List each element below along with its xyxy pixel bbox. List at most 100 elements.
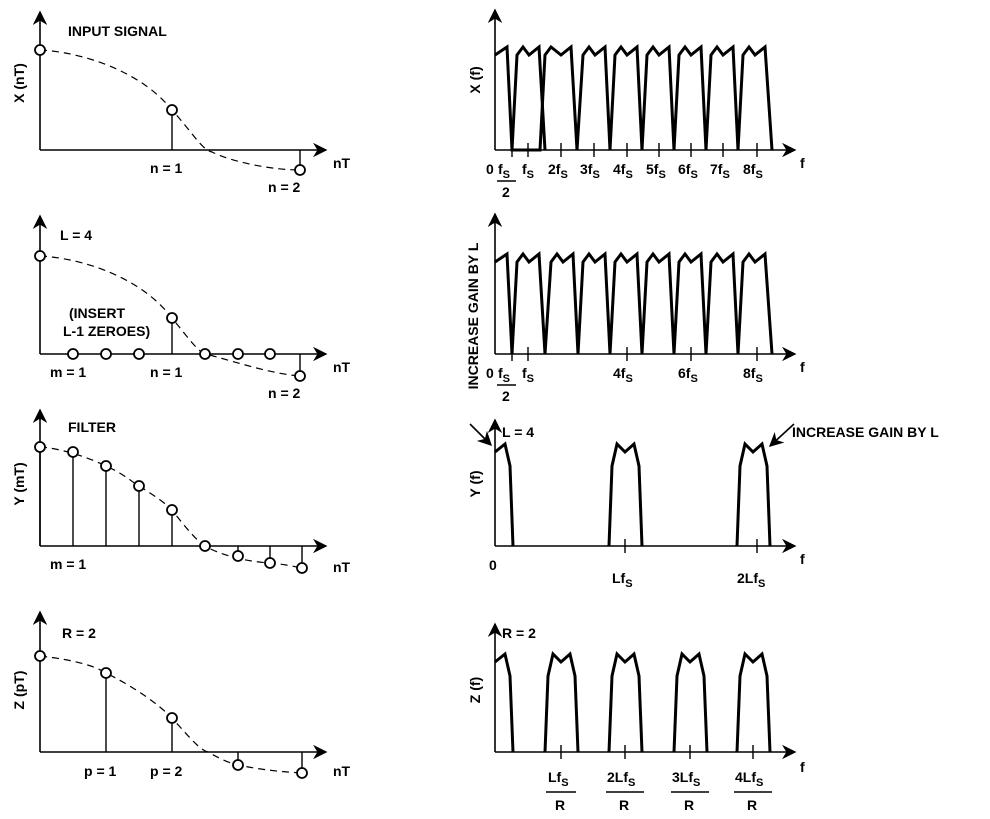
filter-panel: FILTER Y (mT) nT m = 1 — [11, 408, 351, 575]
p2-l-label: L = 4 — [60, 227, 92, 243]
p4-x-label: nT — [333, 763, 351, 779]
p2-zero-2 — [100, 348, 112, 360]
p3-sample-7 — [264, 557, 276, 569]
p2-x-label: nT — [333, 359, 351, 375]
s2-side-label: INCREASE GAIN BY L — [465, 242, 481, 389]
s1-zero: 0 — [486, 161, 494, 177]
s3-lfs-lobe — [607, 441, 644, 547]
s3-y-label: Y (f) — [467, 471, 483, 498]
p2-label-n2: n = 2 — [268, 385, 301, 401]
spectrum-stuffed-panel: INCREASE GAIN BY L f 0 fS 2 fS 4fS 6fS 8… — [465, 212, 805, 404]
p1-envelope-curve — [39, 49, 301, 171]
p4-sample-3 — [232, 759, 244, 771]
s2-half-den: 2 — [502, 388, 510, 404]
p4-r-label: R = 2 — [62, 625, 96, 641]
p2-insert-line1: (INSERT — [69, 305, 125, 321]
p1-y-label: X (nT) — [11, 63, 27, 103]
s4-x-label: f — [800, 759, 805, 775]
s3-gain-arrow-right — [768, 423, 795, 447]
decimate-panel: R = 2 Z (pT) nT p = 1 p = 2 — [11, 610, 351, 779]
s1-tick-label-7: 8fS — [743, 161, 763, 181]
s4-tick-label-3: 3LfS — [672, 769, 700, 789]
s4-lobe-2 — [607, 651, 644, 753]
p3-sample-2 — [100, 460, 112, 472]
s1-tick-label-3: 4fS — [613, 161, 633, 181]
s4-y-label: Z (f) — [467, 677, 483, 703]
s4-r-label: R = 2 — [502, 625, 536, 641]
s1-tick-label-2: 3fS — [580, 161, 600, 181]
p2-sample-0 — [34, 250, 46, 262]
p3-sample-8 — [296, 562, 308, 574]
s2-x-label: f — [800, 359, 805, 375]
p1-sample-1 — [166, 104, 178, 116]
s4-lobe-4 — [735, 651, 772, 753]
s4-lobe-0 — [494, 651, 515, 753]
s3-2lfs-lobe — [735, 441, 772, 547]
p2-envelope-curve — [39, 255, 301, 377]
p3-sample-0 — [34, 441, 46, 453]
p1-label-n1: n = 1 — [150, 160, 183, 176]
p1-x-label: nT — [333, 155, 351, 171]
s1-y-label: X (f) — [467, 66, 483, 93]
p2-label-m1: m = 1 — [50, 364, 86, 380]
s1-half-den: 2 — [502, 184, 510, 200]
p3-y-label: Y (mT) — [11, 462, 27, 505]
s3-x-label: f — [800, 551, 805, 567]
s2-zero: 0 — [486, 365, 494, 381]
p2-zero-6 — [264, 348, 276, 360]
s2-tick-label-fs: fS — [522, 365, 534, 385]
p2-label-n1: n = 1 — [150, 364, 183, 380]
p4-sample-4 — [296, 767, 308, 779]
p4-label-p2: p = 2 — [150, 763, 183, 779]
p2-sample-1 — [166, 312, 178, 324]
p3-sample-6 — [232, 550, 244, 562]
s3-2lfs-label: 2LfS — [737, 570, 765, 590]
s4-tick-label-2: 2LfS — [607, 769, 635, 789]
s1-tick-label-5: 6fS — [678, 161, 698, 181]
s1-tick-label-1: 2fS — [548, 161, 568, 181]
s3-l-label: L = 4 — [502, 424, 534, 440]
s1-tick-label-0: fS — [522, 161, 534, 181]
s2-half-num: fS — [498, 365, 510, 385]
p3-title: FILTER — [68, 419, 116, 435]
s2-spectrum-trace — [494, 250, 774, 355]
s1-first-image-fix — [510, 44, 547, 151]
s4-den-3: R — [684, 797, 694, 813]
spectrum-z-panel: Z (f) f R = 2 LfS R 2LfS R 3LfS R 4LfS R — [467, 622, 805, 813]
p2-zero-3 — [133, 348, 145, 360]
p3-x-label: nT — [333, 559, 351, 575]
p2-zero-4 — [199, 348, 211, 360]
p1-sample-0 — [34, 44, 46, 56]
s4-lobe-1 — [543, 651, 580, 753]
s1-half-num: fS — [498, 161, 510, 181]
s1-x-label: f — [800, 155, 805, 171]
s2-tick-label-8fs: 8fS — [743, 365, 763, 385]
s3-gain-label: INCREASE GAIN BY L — [792, 424, 939, 440]
s3-baseband-lobe — [494, 441, 515, 547]
p1-label-n2: n = 2 — [268, 179, 301, 195]
p2-zero-1 — [67, 348, 79, 360]
p2-sample-2 — [294, 370, 306, 382]
p1-title: INPUT SIGNAL — [68, 23, 167, 39]
zero-stuffing-panel: L = 4 (INSERT L-1 ZEROES) nT m = 1 n = 1… — [32, 214, 351, 401]
s2-tick-label-6fs: 6fS — [678, 365, 698, 385]
p3-sample-3 — [133, 480, 145, 492]
p4-y-label: Z (pT) — [11, 671, 27, 710]
s4-tick-label-4: 4LfS — [735, 769, 763, 789]
input-signal-panel: INPUT SIGNAL X (nT) nT n = 1 n = 2 — [11, 10, 351, 195]
s3-zero: 0 — [489, 557, 497, 573]
p4-label-p1: p = 1 — [84, 763, 117, 779]
s1-tick-label-6: 7fS — [710, 161, 730, 181]
s3-gain-arrow-left — [469, 423, 493, 447]
p1-sample-2 — [294, 164, 306, 176]
s4-den-1: R — [555, 797, 565, 813]
p3-sample-1 — [67, 446, 79, 458]
p3-label-m1: m = 1 — [50, 556, 86, 572]
p4-sample-1 — [100, 667, 112, 679]
spectrum-x-panel: X (f) f 0 fS 2 fS 2fS 3fS 4fS 5fS 6fS 7f… — [467, 8, 805, 200]
s4-lobe-3 — [672, 651, 709, 753]
p3-sample-4 — [166, 504, 178, 516]
s1-tick-label-4: 5fS — [646, 161, 666, 181]
p4-sample-0 — [34, 650, 46, 662]
